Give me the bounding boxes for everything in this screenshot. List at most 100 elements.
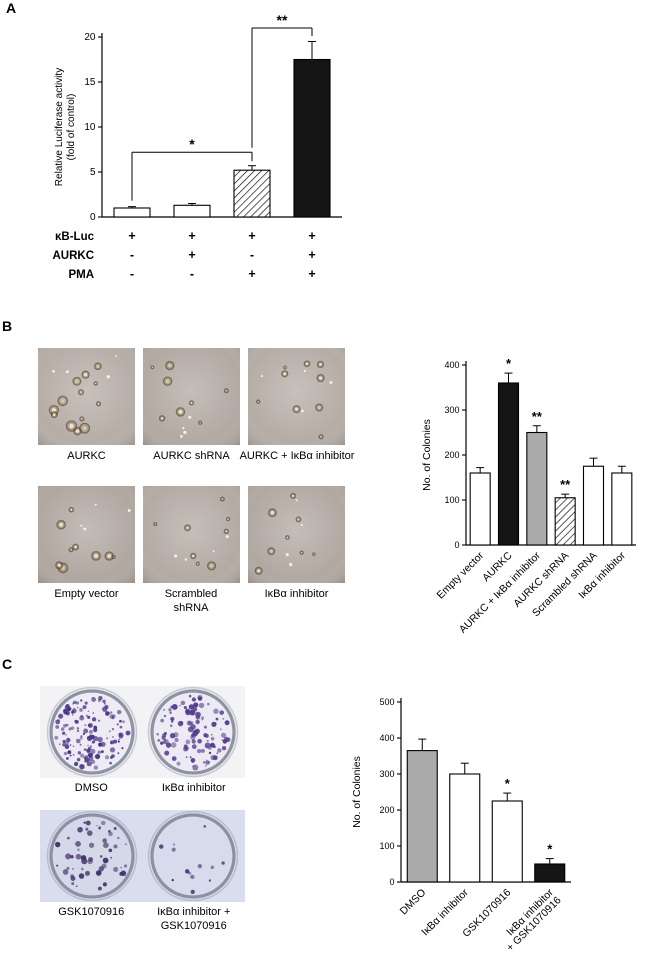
y-tick-label: 0 <box>90 212 96 223</box>
bar-2 <box>491 800 523 883</box>
y-tick-label: 500 <box>379 697 394 707</box>
micrograph-svg <box>248 486 345 583</box>
micrograph-caption-ikba-inhibitor: IκBα inhibitor <box>264 588 329 600</box>
condition-value: + <box>308 229 315 243</box>
y-tick-label: 100 <box>444 495 459 505</box>
micrograph-svg <box>248 348 345 445</box>
condition-value: - <box>130 248 134 262</box>
condition-value: + <box>308 248 315 262</box>
condition-value: + <box>308 267 315 281</box>
plate-caption-gsk1070916: GSK1070916 <box>58 906 125 918</box>
y-axis-label: (fold of control) <box>66 94 77 161</box>
micrograph-caption-aurkc-shrna: AURKC shRNA <box>153 450 230 462</box>
y-tick-label: 300 <box>444 405 459 415</box>
y-tick-label: 100 <box>379 841 394 851</box>
micrograph-ikba-inhibitor-image <box>248 486 345 583</box>
y-tick-label: 0 <box>454 540 459 550</box>
bar-2 <box>233 169 271 218</box>
y-tick-label: 5 <box>90 167 96 178</box>
micrograph-svg <box>38 486 135 583</box>
micrograph-caption-aurkc: AURKC <box>67 450 106 462</box>
condition-row-label: PMA <box>68 269 94 281</box>
condition-value: + <box>128 229 135 243</box>
bar-1 <box>449 773 481 883</box>
condition-value: - <box>130 267 134 281</box>
culture-dish <box>147 810 239 902</box>
bar-3 <box>554 497 576 546</box>
condition-row-label: AURKC <box>52 250 94 262</box>
panel-a-label: A <box>6 0 17 16</box>
micro-cell-ikba-inhibitor: IκBα inhibitor <box>248 486 345 618</box>
bar-0 <box>113 207 151 218</box>
micro-cell-empty-vector: Empty vector <box>38 486 135 618</box>
bar-1 <box>173 204 211 218</box>
significance-star: ** <box>532 409 543 424</box>
y-tick-label: 300 <box>379 769 394 779</box>
condition-value: - <box>250 248 254 262</box>
plate-caption-ikba-gsk1070916-text: IκBα inhibitor + GSK1070916 <box>157 906 231 932</box>
panel-c-label: C <box>2 656 13 672</box>
significance-star: * <box>547 842 553 857</box>
condition-row-label: κB-Luc <box>55 231 95 243</box>
bar-5 <box>611 472 633 546</box>
panel-b-label: B <box>2 318 13 334</box>
plate-captions-bottom: GSK1070916 IκBα inhibitor + GSK1070916 <box>40 906 245 934</box>
micrograph-svg <box>38 348 135 445</box>
bar-2 <box>526 431 548 546</box>
significance-bracket-star: * <box>189 136 195 152</box>
y-tick-label: 400 <box>444 360 459 370</box>
colony-plate-photo-gsk-combo <box>40 810 245 902</box>
y-tick-label: 20 <box>84 32 96 43</box>
micrograph-caption-aurkc-ikba: AURKC + IκBα inhibitor <box>239 450 355 462</box>
micrograph-caption-scrambled-shrna: Scrambled shRNA <box>164 588 218 614</box>
micrograph-svg <box>143 486 240 583</box>
plate-caption-ikba-gsk1070916: IκBα inhibitor + GSK1070916 <box>143 906 246 934</box>
micro-cell-scrambled-shrna: Scrambled shRNA <box>143 486 240 618</box>
condition-value: + <box>188 229 195 243</box>
micrograph-aurkc-image <box>38 348 135 445</box>
micrograph-aurkc-ikba-image <box>248 348 345 445</box>
bar-4 <box>582 465 605 546</box>
micrograph-aurkc-shrna-image <box>143 348 240 445</box>
y-axis-label: No. of Colonies <box>421 419 433 491</box>
y-axis-label: Relative Luciferase activity <box>54 68 65 186</box>
bar-1 <box>497 382 520 546</box>
significance-star: * <box>505 776 511 791</box>
panel-b-colonies-chart: 0 100 200 300 400 No. of Colonies Empty vector… <box>421 356 636 636</box>
micro-cell-aurkc-ikba: AURKC + IκBα inhibitor <box>240 348 354 480</box>
colony-plate-photo-dmso-ikba <box>40 686 245 778</box>
culture-dish <box>46 810 138 902</box>
bar-3 <box>534 863 566 883</box>
plate-caption-dmso: DMSO <box>74 782 108 794</box>
bar-0 <box>469 472 491 546</box>
y-tick-label: 400 <box>379 733 394 743</box>
plate-caption-ikba: IκBα inhibitor <box>161 782 226 794</box>
x-tick-label: Empty vector <box>434 549 486 601</box>
bar-3 <box>293 58 331 218</box>
bar-0 <box>406 750 438 883</box>
significance-bracket-star: ** <box>277 12 288 28</box>
plate-captions-top: DMSO IκBα inhibitor <box>40 782 245 796</box>
x-tick-label: DMSO <box>398 887 429 918</box>
y-tick-label: 15 <box>84 77 96 88</box>
y-axis-label: No. of Colonies <box>351 756 363 828</box>
micrograph-empty-vector-image <box>38 486 135 583</box>
micrograph-svg <box>143 348 240 445</box>
micrograph-scrambled-shrna-image <box>143 486 240 583</box>
y-tick-label: 0 <box>389 877 394 887</box>
micro-cell-aurkc-shrna: AURKC shRNA <box>143 348 240 480</box>
condition-value: + <box>248 229 255 243</box>
panel-b-micrograph-grid: AURKC AURKC shRNA AURKC + IκBα inhibitor… <box>38 348 354 618</box>
condition-value: + <box>248 267 255 281</box>
significance-star: ** <box>560 477 571 492</box>
micrograph-caption-empty-vector: Empty vector <box>54 588 119 600</box>
micro-cell-aurkc: AURKC <box>38 348 135 480</box>
condition-value: + <box>188 248 195 262</box>
y-tick-label: 10 <box>84 122 96 133</box>
y-tick-label: 200 <box>444 450 459 460</box>
significance-star: * <box>506 356 512 371</box>
panel-a-luciferase-chart: 0 5 10 15 20 Relative Luciferase activity (fol… <box>52 12 342 281</box>
y-tick-label: 200 <box>379 805 394 815</box>
